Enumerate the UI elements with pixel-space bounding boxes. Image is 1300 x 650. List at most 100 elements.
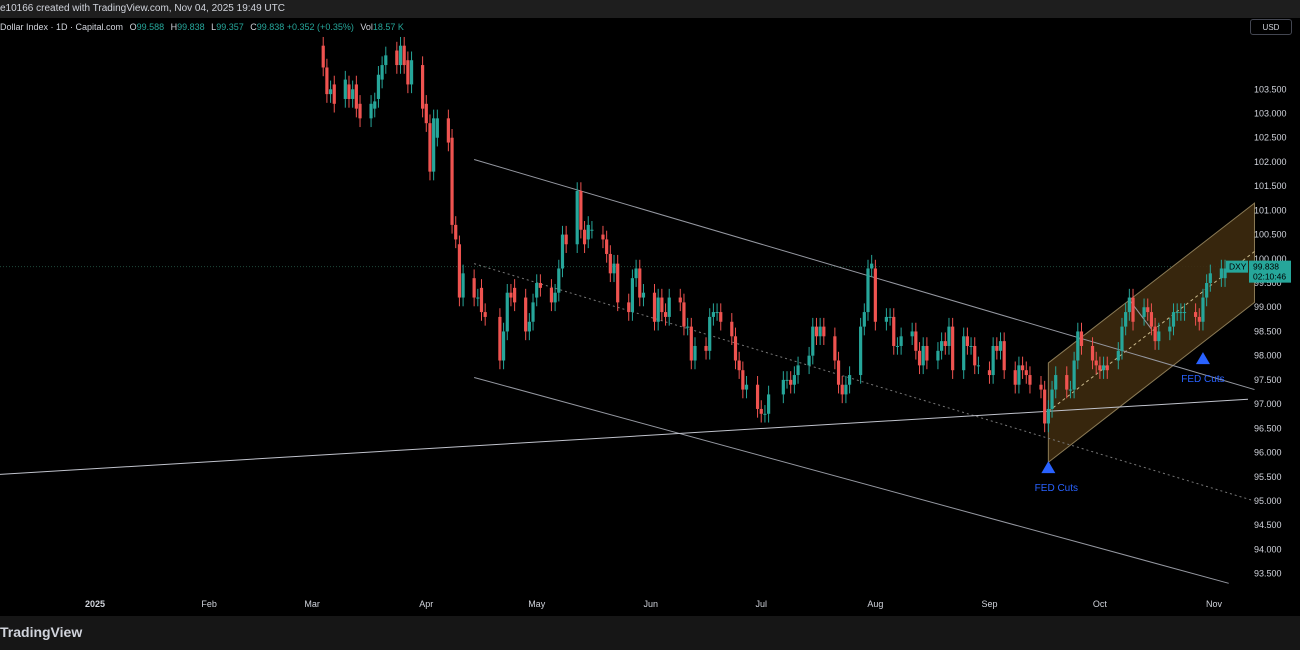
time-axis[interactable]: 2025 Feb Mar Apr May Jun Jul Aug Sep Oct Nov [85,599,1223,609]
candle [767,394,771,414]
candle [796,365,800,376]
price-tick-label: 99.500 [1254,278,1282,288]
time-tick-label: Apr [419,599,433,609]
candle [579,190,583,230]
candle [962,336,966,371]
price-tick-label: 101.500 [1254,181,1287,191]
candle [1079,331,1084,346]
candle [1193,312,1198,317]
descending-channel-lower [474,376,1229,584]
candle [1201,297,1205,322]
candle [888,316,892,318]
currency-button[interactable]: USD [1250,19,1292,35]
candle [616,263,620,303]
candle [921,345,925,366]
time-tick-label: Mar [304,599,320,609]
candle [446,118,450,143]
candle [1013,370,1017,385]
candle [476,297,480,299]
candle [1028,375,1032,385]
candle [652,292,657,322]
candle [586,224,590,240]
legend-title[interactable]: Dollar Index · 1D · Capital.com [0,22,124,32]
candle [973,345,977,366]
candle [612,263,616,274]
candle [925,345,929,361]
price-tick-label: 98.000 [1254,351,1282,361]
price-axis[interactable]: 103.500 103.000 102.500 102.000 101.500 101.0… [1254,84,1287,578]
fed-cut-label: FED Cuts [1035,483,1078,494]
time-tick-label: Feb [201,599,217,609]
symbol-legend: Dollar Index · 1D · Capital.com O99.588 … [0,20,404,34]
candle [1039,384,1043,390]
candle [1208,273,1212,284]
candle [435,118,439,138]
legend-low-label: L [211,22,217,32]
candle [343,79,347,99]
candle [873,268,877,322]
candle [689,326,693,361]
candle [406,60,410,85]
fed-cut-arrow-icon [1195,352,1210,365]
candle [755,384,760,409]
candle [914,331,918,351]
candle [1182,312,1187,314]
candle [358,103,362,119]
candle [575,190,579,245]
candle [479,287,484,313]
candle [376,74,381,99]
candle [1223,268,1227,279]
candle [733,336,738,361]
time-tick-label: Jul [755,599,767,609]
price-tick-label: 102.500 [1254,133,1287,143]
candle [553,292,557,303]
candle [582,229,587,245]
candle [1197,316,1201,322]
descending-channel-upper [473,159,1255,391]
candle [951,326,955,371]
candle [936,350,940,361]
candle [531,302,535,322]
descending-channel-midline [473,263,1255,502]
candle [1116,350,1120,361]
candle [785,379,789,381]
candle [535,283,539,298]
price-tick-label: 97.500 [1254,375,1282,385]
candle [384,55,388,66]
candle [1046,408,1050,424]
legend-high-value: 99.838 [177,22,205,32]
legend-low-value: 99.357 [216,22,244,32]
price-tick-label: 95.500 [1254,472,1282,482]
candle [1024,370,1028,376]
candle [737,360,741,371]
candle [862,312,866,327]
candle [325,67,329,95]
price-tick-label: 101.000 [1254,205,1287,215]
candle [987,370,992,376]
legend-close-value: 99.838 [256,22,285,32]
legend-open-label: O [129,22,137,32]
candle [1068,389,1073,391]
candle [708,316,712,351]
price-tick-label: 103.500 [1254,84,1287,94]
candle [807,355,811,366]
candle [847,375,852,385]
candle [947,326,951,346]
candle [1175,312,1179,314]
candle [998,341,1003,351]
legend-close-label: C [250,22,257,32]
candle [527,321,531,332]
candle [501,331,506,361]
candle [373,101,377,109]
candle [1142,307,1146,317]
candle [965,336,969,346]
candle [1076,331,1080,361]
candle [450,137,454,225]
candle [1205,283,1209,298]
candle [656,297,660,322]
candle [608,253,612,274]
header-text: e10166 created with TradingView.com, Nov… [0,3,285,14]
candle [995,345,999,351]
